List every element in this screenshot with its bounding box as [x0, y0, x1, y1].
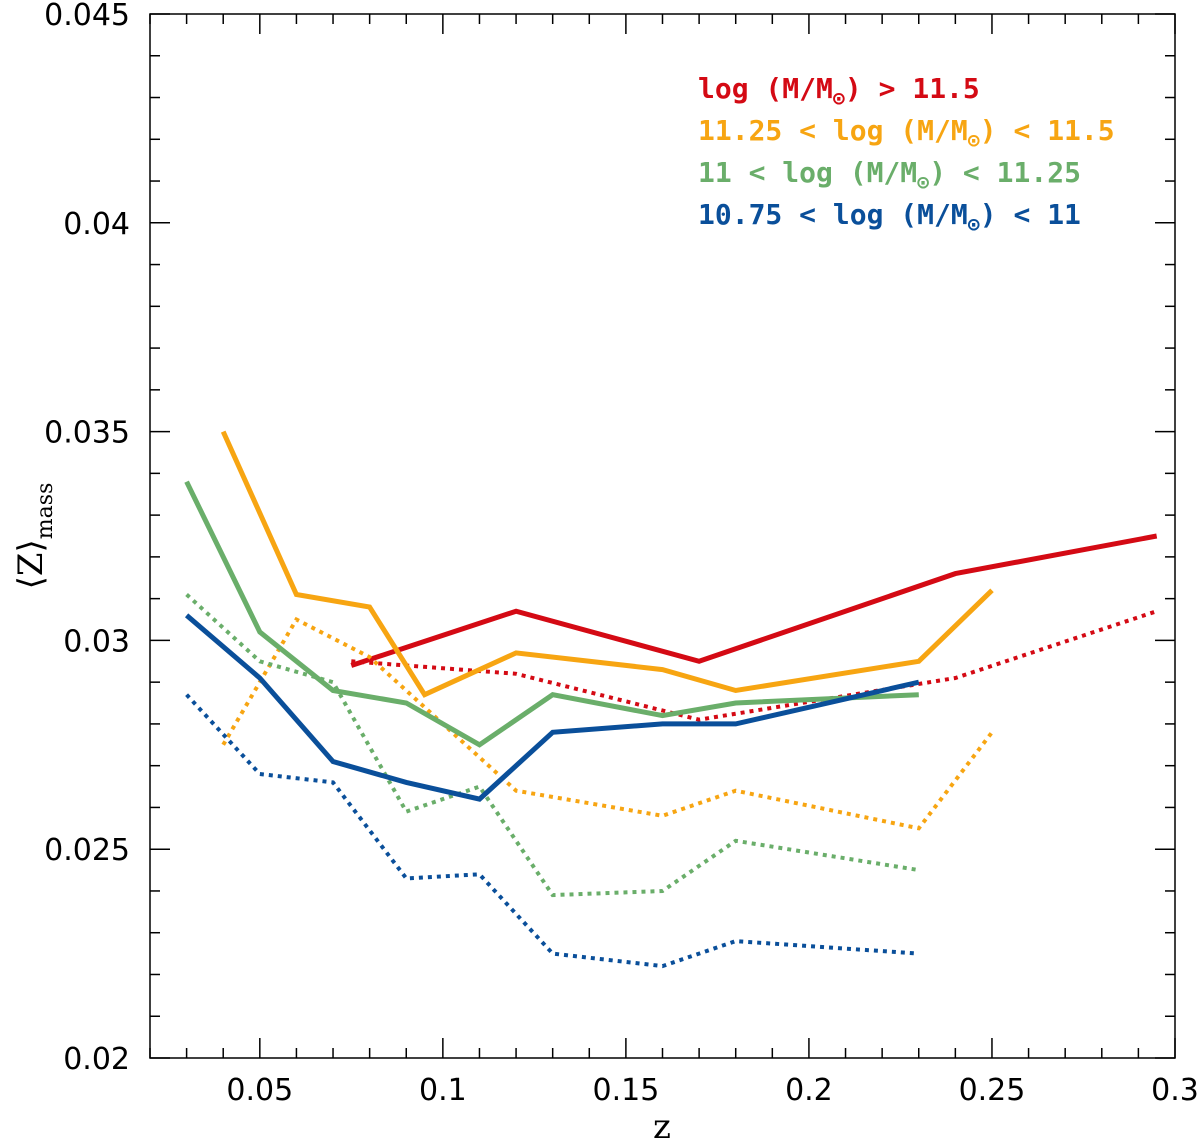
legend-entry-green: 11 < log (M/M⊙) < 11.25 [698, 156, 1081, 194]
axis-ticks [149, 13, 1176, 1059]
series-orange-solid-line [220, 430, 994, 698]
y-tick-label: 0.045 [44, 0, 130, 33]
x-tick-label: 0.25 [959, 1073, 1026, 1108]
legend-entry-blue: 10.75 < log (M/M⊙) < 11 [698, 198, 1081, 236]
x-tick-label: 0.1 [419, 1073, 467, 1108]
legend-entry-red: log (M/M⊙) > 11.5 [698, 72, 980, 110]
y-axis-angle-close: ⟩ [11, 539, 51, 552]
legend: log (M/M⊙) > 11.5 11.25 < log (M/M⊙) < 11… [698, 72, 1115, 236]
y-axis-angle-open: ⟨ [11, 576, 51, 589]
y-tick-label: 0.035 [44, 416, 130, 451]
y-axis-title: ⟨Z⟩mass [11, 483, 58, 590]
svg-text:⟨Z⟩mass: ⟨Z⟩mass [11, 483, 58, 590]
series-green-solid-line [184, 480, 919, 748]
series-red-dotted-line [351, 609, 1158, 722]
series-blue-solid-line [184, 613, 920, 802]
x-tick-label: 0.2 [785, 1073, 833, 1108]
series-red-solid-line [350, 533, 1158, 668]
x-tick-label: 0.3 [1151, 1073, 1199, 1108]
series-green-dotted-line [185, 593, 920, 898]
y-tick-label: 0.025 [44, 833, 130, 868]
y-axis-subscript: mass [33, 483, 58, 540]
y-tick-label: 0.04 [63, 207, 130, 242]
y-tick-label: 0.02 [63, 1042, 130, 1077]
y-axis-symbol: Z [11, 552, 51, 576]
series-lines [184, 430, 1158, 969]
y-tick-label: 0.03 [63, 624, 130, 659]
series-orange-dotted-line [221, 616, 994, 831]
legend-entry-orange: 11.25 < log (M/M⊙) < 11.5 [698, 114, 1115, 152]
x-tick-label: 0.15 [592, 1073, 659, 1108]
x-axis-title: z [653, 1107, 671, 1144]
axis-tick-labels: 0.05 0.1 0.15 0.2 0.25 0.3 0.02 0.025 0.03 0.035 0… [44, 0, 1199, 1108]
x-tick-label: 0.05 [226, 1073, 293, 1108]
